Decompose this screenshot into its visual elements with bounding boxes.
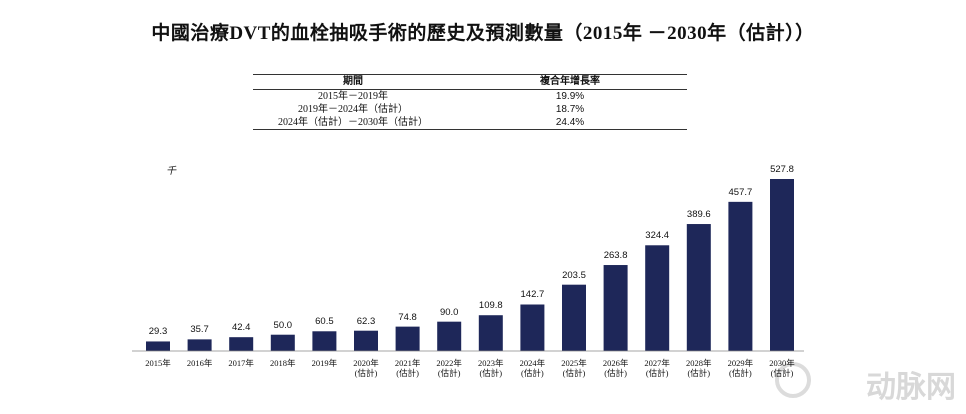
x-tick-label: 2022年 (估計) xyxy=(436,358,462,378)
value-label: 389.6 xyxy=(686,209,711,221)
bar xyxy=(645,245,670,351)
table-row: 2019年－2024年（估計） 18.7% xyxy=(253,103,687,116)
bar xyxy=(354,330,378,351)
bar xyxy=(562,284,586,351)
x-tick-label: 2024年 (估計) xyxy=(519,358,546,378)
bar xyxy=(146,341,170,351)
x-tick-label: 2025年 (估計) xyxy=(561,358,587,378)
value-label: 35.7 xyxy=(190,324,209,336)
bar xyxy=(770,179,794,351)
value-label: 324.4 xyxy=(645,230,670,242)
x-tick-label: 2020年 (估計) xyxy=(353,358,379,378)
value-label: 74.8 xyxy=(398,311,417,323)
value-label: 142.7 xyxy=(520,289,545,301)
table-cell: 19.9% xyxy=(555,91,585,102)
bar xyxy=(395,326,420,351)
value-label: 29.3 xyxy=(148,326,168,338)
cagr-table: 期間 複合年增長率 2015年－2019年 19.9% 2019年－2024年（估計… xyxy=(253,74,687,130)
bar xyxy=(686,224,711,351)
x-tick-label: 2028年 (估計) xyxy=(686,358,712,378)
bar xyxy=(270,334,295,351)
x-tick-label: 2021年 (估計) xyxy=(394,358,421,378)
table-row: 2015年－2019年 19.9% xyxy=(253,90,687,103)
header-cell: 複合年增長率 xyxy=(540,76,600,87)
bar xyxy=(187,339,212,351)
value-label: 42.4 xyxy=(231,322,251,334)
table-header: 期間 複合年增長率 xyxy=(253,75,687,90)
bar xyxy=(728,201,753,351)
bar xyxy=(603,265,628,351)
value-label: 62.3 xyxy=(356,315,376,327)
x-tick-label: 2017年 xyxy=(228,358,254,368)
x-tick-label: 2015年 xyxy=(145,358,171,368)
bar xyxy=(520,304,545,351)
bar xyxy=(437,321,462,351)
value-label: 203.5 xyxy=(562,269,586,281)
bar xyxy=(312,331,337,351)
header-cell: 期間 xyxy=(343,76,363,87)
x-tick-label: 2029年 (估計) xyxy=(727,358,754,378)
watermark: 动脉网 xyxy=(866,370,956,405)
x-tick-label: 2018年 xyxy=(270,358,296,368)
table-row: 2024年（估計）－2030年（估計） 24.4% xyxy=(253,116,687,129)
bar xyxy=(478,315,503,351)
table-cell: 2015年－2019年 xyxy=(318,91,388,102)
x-tick-label: 2019年 xyxy=(311,358,338,368)
watermark-logo xyxy=(775,362,811,398)
x-tick-label: 2030年 (估計) xyxy=(769,358,795,378)
table-cell: 2024年（估計）－2030年（估計） xyxy=(278,117,428,128)
table-cell: 18.7% xyxy=(555,104,585,115)
chart-title: 中國治療DVT的血栓抽吸手術的歷史及預測數量（2015年 －2030年（估計）） xyxy=(151,23,815,44)
x-tick-label: 2016年 xyxy=(186,358,213,368)
table-cell: 24.4% xyxy=(555,117,585,128)
value-label: 60.5 xyxy=(315,316,334,328)
value-label: 90.0 xyxy=(439,306,459,318)
value-label: 50.0 xyxy=(273,319,293,331)
value-label: 527.8 xyxy=(770,164,794,175)
value-label: 457.7 xyxy=(728,186,753,198)
x-tick-label: 2023年 (估計) xyxy=(478,358,504,378)
x-tick-label: 2026年 (估計) xyxy=(602,358,629,378)
table-cell: 2019年－2024年（估計） xyxy=(298,104,408,115)
x-tick-label: 2027年 (估計) xyxy=(644,358,670,378)
value-label: 109.8 xyxy=(478,300,503,312)
bar xyxy=(229,337,254,351)
unit-label: 千 xyxy=(166,166,176,177)
value-label: 263.8 xyxy=(603,250,628,262)
